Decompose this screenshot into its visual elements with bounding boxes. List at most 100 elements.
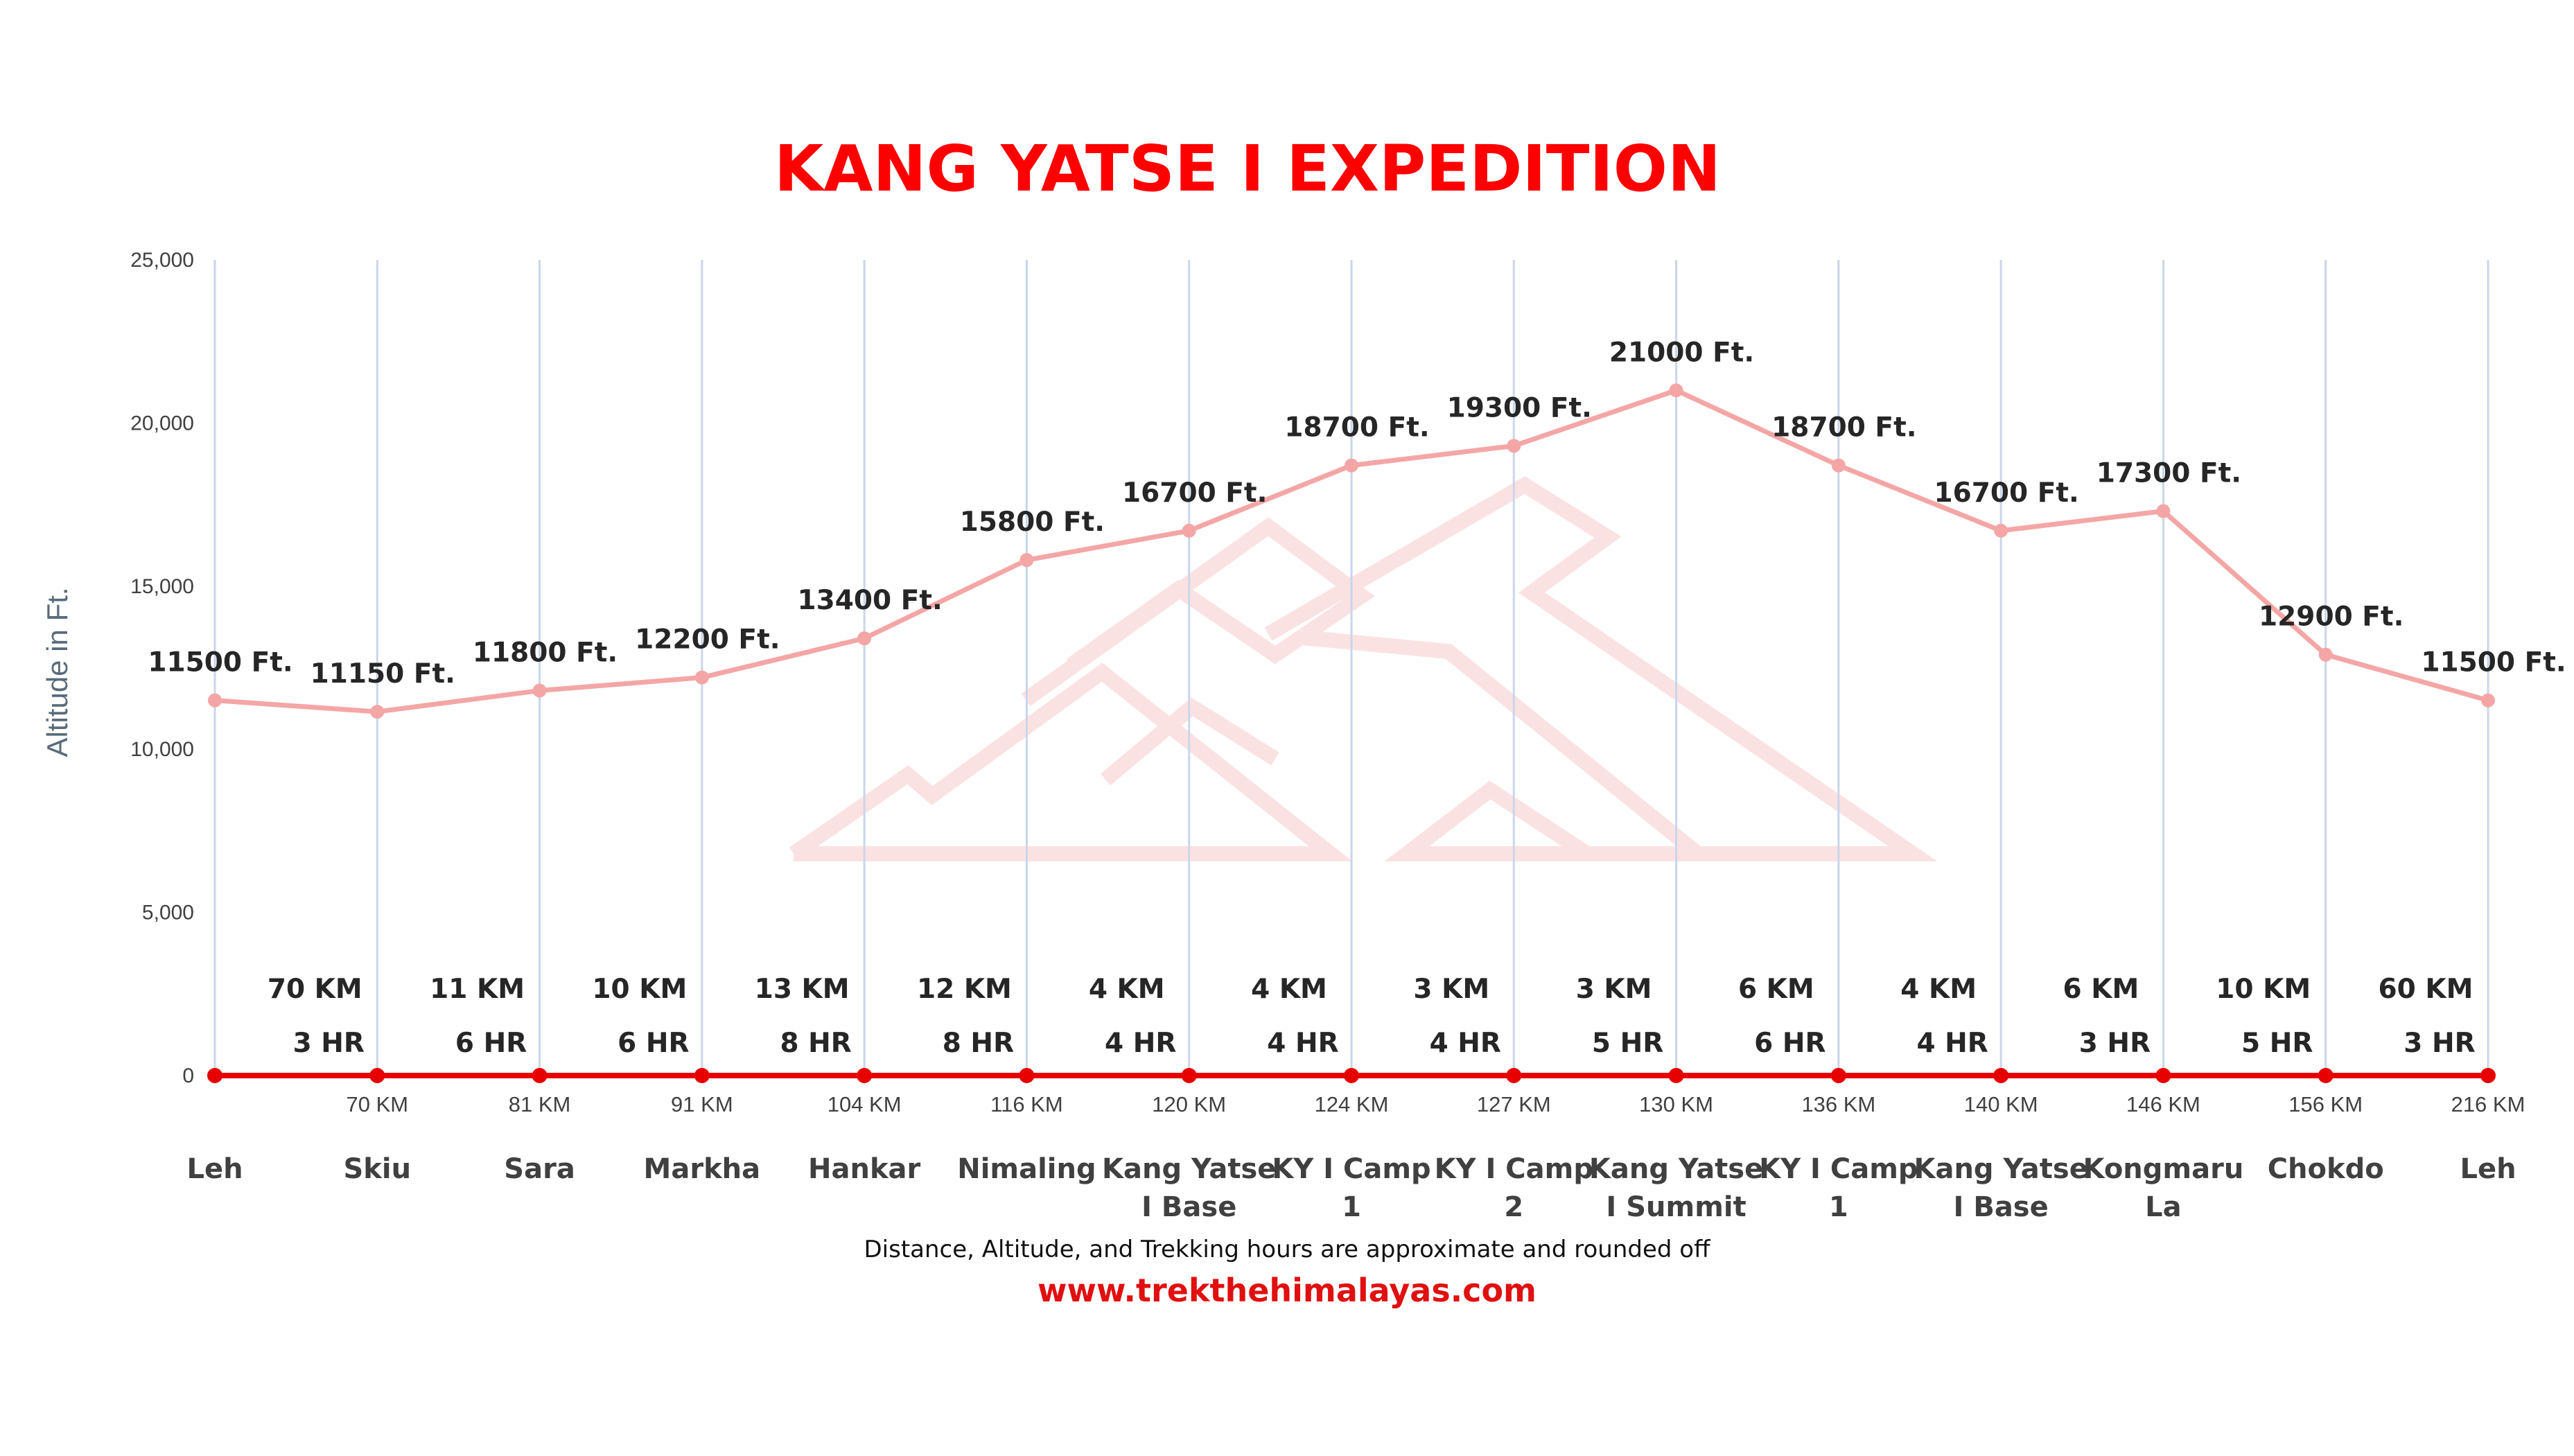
segment-hours-label: 8 HR [943,1028,1014,1059]
km-label: 140 KM [1964,1092,2038,1116]
segment-distance-label: 4 KM [1089,974,1165,1005]
km-label: 136 KM [1801,1092,1875,1116]
altitude-point [1994,523,2008,538]
altitude-point [857,631,872,646]
km-label: 127 KM [1477,1092,1551,1116]
place-labels: Leh Skiu Sara Markha Hankar Nimaling Kang Yats… [186,1153,2516,1223]
km-label: 116 KM [990,1092,1063,1116]
altitude-label: 16700 Ft. [1122,477,1267,509]
segment-distance-label: 3 KM [1413,974,1489,1005]
baseline-point [1668,1068,1684,1083]
baseline-point [857,1068,873,1083]
km-label: 81 KM [509,1092,571,1116]
segment-distance-label: 70 KM [268,974,362,1005]
place-label: Skiu [343,1153,411,1185]
segment-hours-label: 4 HR [1105,1028,1176,1059]
km-label: 104 KM [828,1092,902,1116]
segment-distance-label: 6 KM [2063,974,2139,1005]
place-label: Leh [186,1153,243,1185]
altitude-point [1831,458,1846,473]
segment-labels: 70 KM 3 HR 11 KM 6 HR 10 KM 6 HR 13 KM 8 HR 12 K… [268,974,2476,1059]
place-label: Kongmaru La [2083,1153,2244,1223]
segment-distance-label: 4 KM [1251,974,1327,1005]
altitude-point [1507,439,1521,453]
km-label: 91 KM [671,1092,733,1116]
altitude-label: 11500 Ft. [148,647,292,678]
segment-hours-label: 3 HR [293,1028,365,1059]
segment-distance-label: 12 KM [917,974,1012,1005]
baseline-point [1344,1068,1359,1083]
altitude-point [1345,458,1358,473]
place-label: Markha [644,1153,761,1185]
baseline-point [1993,1068,2009,1083]
place-label: KY I Camp 1 [1759,1153,1918,1223]
altitude-series [208,383,2495,719]
altitude-point [1019,553,1034,568]
altitude-point [1182,523,1196,538]
altitude-label: 15800 Ft. [960,507,1105,538]
altitude-point [370,705,385,719]
km-label: 70 KM [346,1092,408,1116]
baseline-point [2480,1068,2496,1083]
segment-distance-label: 10 KM [592,974,687,1005]
disclaimer-note: Distance, Altitude, and Trekking hours a… [864,1236,1712,1263]
y-axis: 0 5,000 10,000 15,000 20,000 25,000 [130,249,194,1087]
km-label: 146 KM [2126,1092,2200,1116]
altitude-label: 12200 Ft. [635,624,780,656]
baseline-point [2155,1068,2171,1083]
segment-hours-label: 4 HR [1916,1028,1988,1059]
altitude-point [2481,693,2495,708]
segment-hours-label: 8 HR [780,1028,851,1059]
segment-distance-label: 4 KM [1900,974,1977,1005]
place-label: Leh [2460,1153,2516,1185]
segment-hours-label: 4 HR [1267,1028,1338,1059]
altitude-label: 12900 Ft. [2259,602,2404,633]
baseline-point [1830,1068,1846,1083]
altitude-label: 18700 Ft. [1284,412,1429,444]
website-link[interactable]: www.trekthehimalayas.com [1038,1272,1536,1309]
segment-distance-label: 60 KM [2379,974,2474,1005]
mountain-logo-icon [789,476,1938,861]
km-label: 216 KM [2451,1092,2525,1116]
km-label: 124 KM [1315,1092,1389,1116]
segment-distance-label: 6 KM [1738,974,1814,1005]
segment-hours-label: 4 HR [1430,1028,1501,1059]
altitude-point [532,683,547,698]
baseline-point [532,1068,548,1083]
km-label: 156 KM [2288,1092,2363,1116]
altitude-labels: 11500 Ft. 11150 Ft. 11800 Ft. 12200 Ft. 1340… [148,337,2566,690]
altitude-label: 21000 Ft. [1609,337,1754,368]
segment-hours-label: 5 HR [1592,1028,1663,1059]
baseline-point [1506,1068,1522,1083]
segment-distance-label: 13 KM [755,974,850,1005]
y-axis-label: Altitude in Ft. [41,587,73,757]
altitude-label: 11800 Ft. [473,637,618,668]
altitude-label: 18700 Ft. [1771,412,1916,444]
altitude-label: 11500 Ft. [2421,647,2566,678]
place-label: Kang Yatse I Base [1102,1153,1276,1223]
place-label: Nimaling [957,1153,1096,1185]
baseline-point [1181,1068,1197,1083]
y-tick-label: 5,000 [142,902,194,924]
baseline-point [694,1068,710,1083]
altitude-label: 11150 Ft. [310,658,455,690]
segment-hours-label: 3 HR [2404,1028,2475,1059]
segment-distance-label: 3 KM [1576,974,1652,1005]
segment-hours-label: 6 HR [455,1028,527,1059]
segment-hours-label: 6 HR [1754,1028,1826,1059]
altitude-point [694,670,709,685]
altitude-label: 13400 Ft. [797,585,942,616]
y-tick-label: 0 [182,1064,194,1087]
y-tick-label: 20,000 [130,412,194,435]
altitude-label: 17300 Ft. [2096,458,2241,489]
km-label: 130 KM [1639,1092,1713,1116]
segment-distance-label: 10 KM [2216,974,2311,1005]
y-tick-label: 15,000 [130,575,194,598]
place-label: Chokdo [2268,1153,2384,1185]
segment-hours-label: 3 HR [2079,1028,2151,1059]
baseline-point [2318,1068,2334,1083]
place-label: KY I Camp 2 [1435,1153,1593,1223]
place-label: Kang Yatse I Base [1914,1153,2087,1223]
km-label: 120 KM [1152,1092,1226,1116]
altitude-point [2156,504,2171,518]
